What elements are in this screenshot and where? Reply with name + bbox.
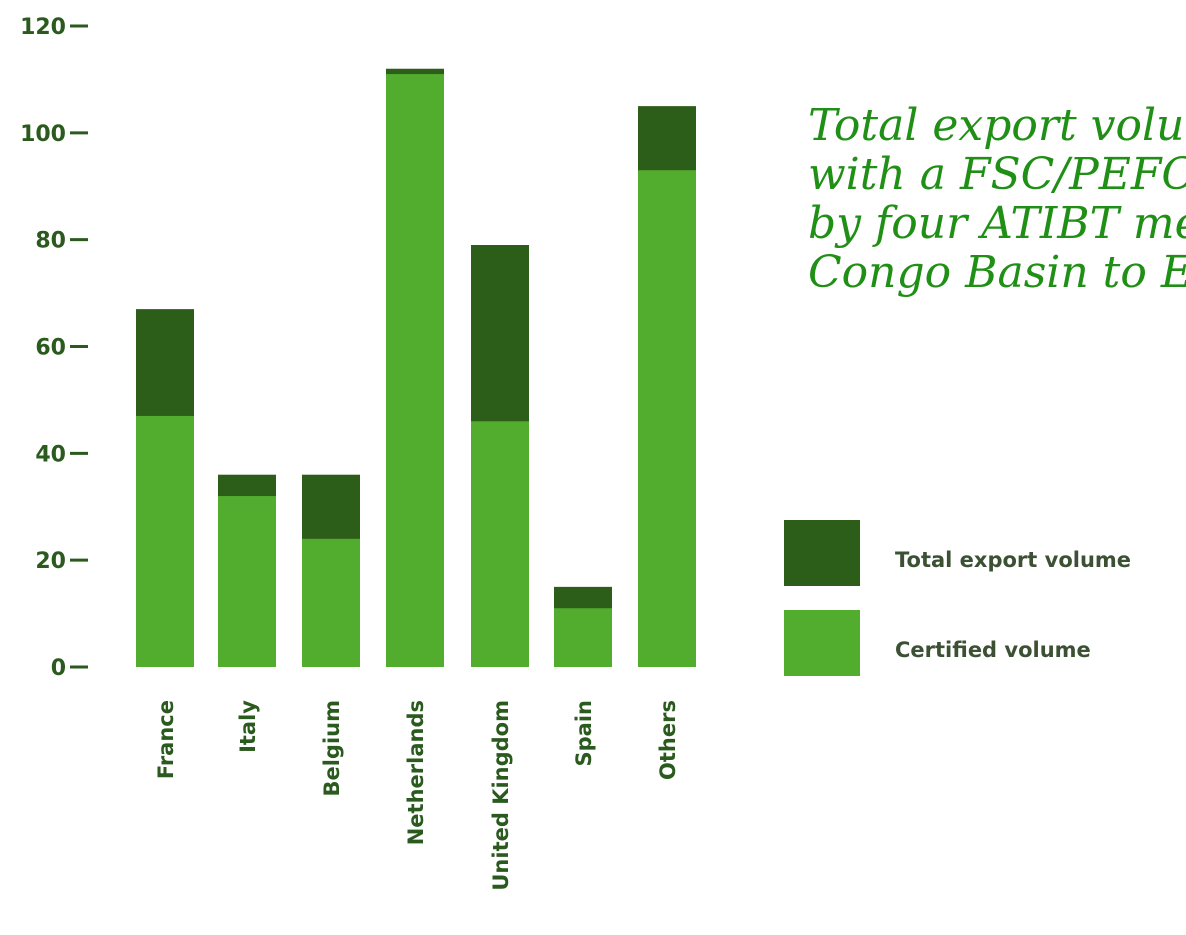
- y-tick-label: 40: [35, 442, 66, 467]
- bar-certified-others: [638, 170, 696, 667]
- y-tick-label: 80: [35, 229, 66, 254]
- legend-label: Certified volume: [895, 638, 1091, 662]
- legend-swatch: [784, 610, 860, 676]
- y-axis: 0 20 40 60 80 100 120: [20, 15, 88, 681]
- x-tick-label: Others: [656, 700, 680, 780]
- y-tick-label: 120: [20, 15, 66, 40]
- y-tick-label: 60: [35, 336, 66, 361]
- bar-certified-united-kingdom: [471, 421, 529, 667]
- chart-title-line: Congo Basin to E: [808, 247, 1186, 298]
- bar-certified-spain: [554, 608, 612, 667]
- legend-label: Total export volume: [895, 548, 1131, 572]
- legend-swatch: [784, 520, 860, 586]
- bar-certified-netherlands: [386, 74, 444, 667]
- x-tick-label: Netherlands: [404, 700, 428, 845]
- y-tick-label: 100: [20, 122, 66, 147]
- y-tick-label: 0: [51, 656, 66, 681]
- x-tick-label: United Kingdom: [489, 700, 513, 891]
- x-tick-label: Italy: [236, 700, 260, 753]
- chart-title-line: by four ATIBT me: [808, 198, 1186, 249]
- x-tick-label: Spain: [572, 700, 596, 766]
- x-tick-label: France: [154, 700, 178, 779]
- bar-certified-france: [136, 415, 194, 667]
- x-tick-label: Belgium: [320, 700, 344, 797]
- bars: [136, 68, 696, 667]
- bar-certified-italy: [218, 496, 276, 667]
- bar-certified-belgium: [302, 538, 360, 667]
- chart-title-line: with a FSC/PEFC: [808, 149, 1186, 200]
- chart-title-line: Total export volu: [808, 100, 1184, 151]
- legend: Total export volume Certified volume: [784, 520, 1131, 676]
- y-tick-label: 20: [35, 549, 66, 574]
- x-axis-labels: France Italy Belgium Netherlands United King…: [154, 700, 680, 891]
